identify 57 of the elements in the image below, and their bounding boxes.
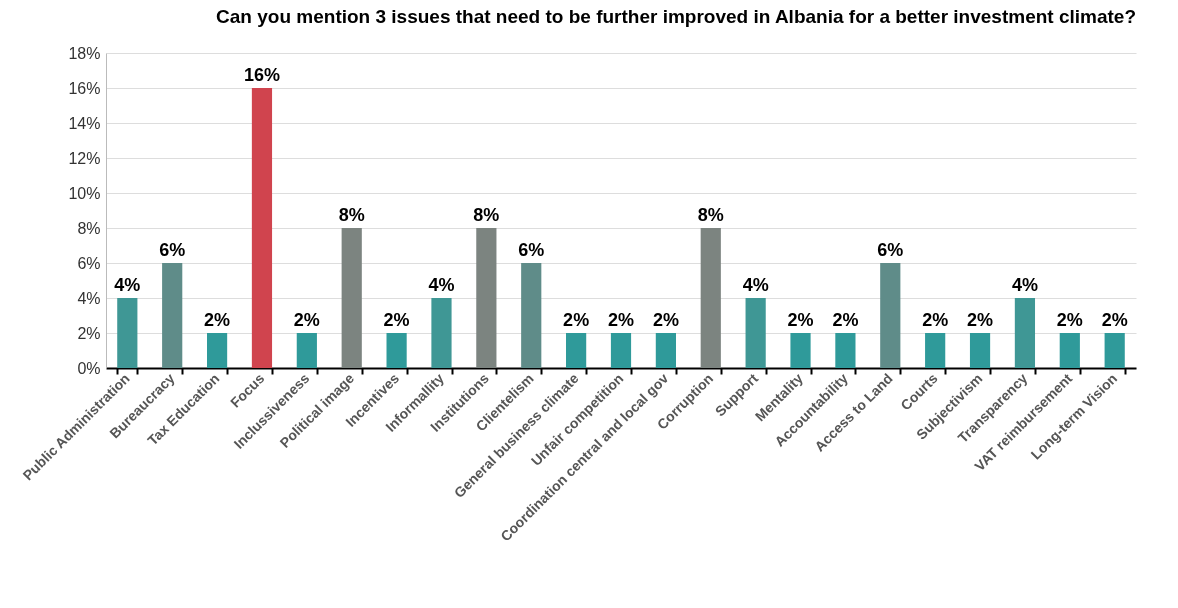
- bar: [925, 333, 946, 368]
- bar: [790, 333, 811, 368]
- bar: [386, 333, 407, 368]
- data-label: 8%: [473, 205, 500, 225]
- bar: [745, 298, 766, 368]
- bar: [566, 333, 587, 368]
- bar: [431, 298, 452, 368]
- bar: [521, 263, 542, 368]
- data-label: 2%: [832, 310, 859, 330]
- data-label: 8%: [338, 205, 365, 225]
- data-label: 4%: [742, 275, 769, 295]
- chart-title: Can you mention 3 issues that need to be further improved in Albania for a better investment climate?: [216, 6, 1136, 27]
- data-label: 2%: [293, 310, 320, 330]
- y-tick-label: 0%: [77, 359, 101, 377]
- data-label: 2%: [204, 310, 231, 330]
- bar: [835, 333, 856, 368]
- data-label: 2%: [787, 310, 814, 330]
- y-tick-label: 14%: [68, 114, 101, 132]
- y-tick-label: 16%: [68, 79, 101, 97]
- y-tick-label: 4%: [77, 289, 101, 307]
- bar: [880, 263, 901, 368]
- data-label: 2%: [922, 310, 949, 330]
- bar: [1104, 333, 1125, 368]
- bar: [206, 333, 228, 368]
- bar: [476, 228, 497, 368]
- data-label: 8%: [697, 205, 724, 225]
- data-label: 6%: [159, 240, 186, 260]
- data-label: 6%: [518, 240, 545, 260]
- bar: [1059, 333, 1080, 368]
- y-tick-label: 18%: [68, 44, 101, 62]
- data-label: 4%: [1011, 275, 1038, 295]
- data-label: 16%: [243, 65, 280, 85]
- y-tick-label: 10%: [68, 184, 101, 202]
- data-label: 6%: [877, 240, 904, 260]
- data-label: 2%: [563, 310, 590, 330]
- data-label: 2%: [652, 310, 679, 330]
- data-label: 2%: [967, 310, 994, 330]
- bar: [251, 88, 273, 368]
- y-tick-label: 2%: [77, 324, 101, 342]
- data-label: 4%: [428, 275, 455, 295]
- bar: [610, 333, 632, 368]
- data-label: 2%: [1101, 310, 1128, 330]
- data-label: 2%: [383, 310, 410, 330]
- bar: [296, 333, 317, 368]
- data-label: 2%: [607, 310, 635, 330]
- y-tick-label: 8%: [77, 219, 101, 237]
- bar: [117, 298, 138, 368]
- data-label: 4%: [114, 275, 141, 295]
- bar: [1014, 298, 1036, 368]
- bar: [655, 333, 676, 368]
- y-tick-label: 12%: [68, 149, 101, 167]
- bar: [341, 228, 362, 368]
- bar: [969, 333, 991, 368]
- bar: [700, 228, 721, 368]
- y-tick-label: 6%: [77, 254, 101, 272]
- bar: [162, 263, 183, 368]
- data-label: 2%: [1056, 310, 1083, 330]
